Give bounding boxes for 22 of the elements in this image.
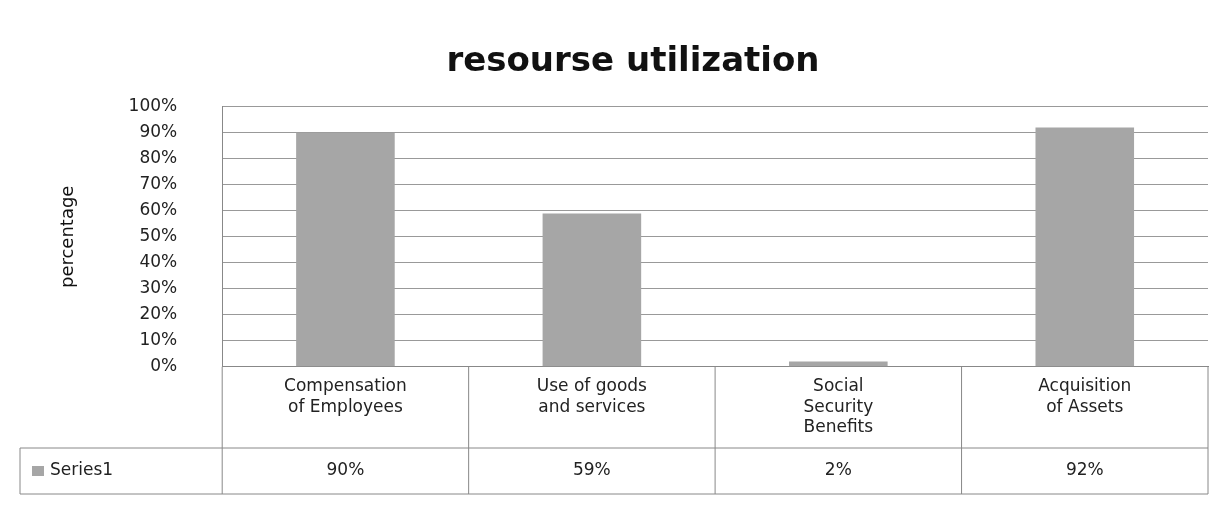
legend-label: Series1 — [50, 459, 114, 480]
x-tick-label: Compensation of Employees — [284, 375, 407, 416]
y-tick-label: 0% — [150, 355, 178, 376]
y-tick-label: 100% — [128, 95, 178, 116]
data-label: 92% — [1065, 459, 1104, 480]
data-label: 59% — [572, 459, 611, 480]
y-tick-label: 30% — [139, 277, 178, 298]
data-label: 2% — [824, 459, 852, 480]
y-tick-label: 50% — [139, 225, 178, 246]
x-tick-label: Acquisition of Assets — [1038, 375, 1132, 416]
y-tick-label: 70% — [139, 173, 178, 194]
chart-title: resourse utilization — [446, 39, 820, 80]
y-tick-label: 20% — [139, 303, 178, 324]
y-tick-label: 10% — [139, 329, 178, 350]
x-tick-label: Social Security Benefits — [803, 375, 874, 437]
x-tick-label: Use of goods and services — [536, 375, 648, 416]
y-tick-label: 40% — [139, 251, 178, 272]
data-label: 90% — [326, 459, 365, 480]
y-tick-label: 80% — [139, 147, 178, 168]
y-tick-label: 60% — [139, 199, 178, 220]
y-axis-title: percentage — [56, 185, 78, 289]
y-tick-label: 90% — [139, 121, 178, 142]
